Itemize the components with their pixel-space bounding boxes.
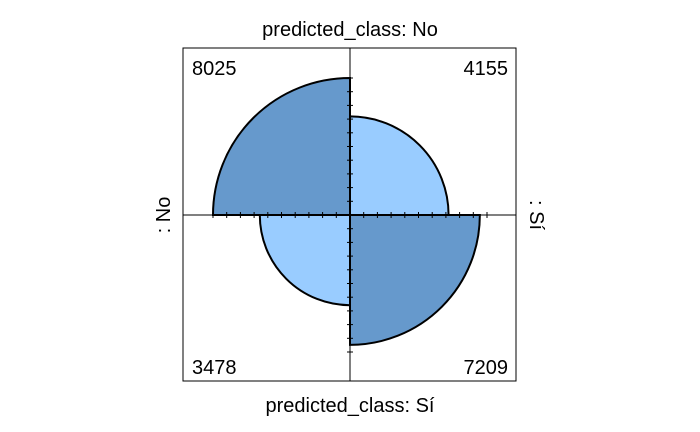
- quadrant-sectors: [211, 76, 481, 346]
- top-label: predicted_class: No: [262, 19, 438, 41]
- left-label: : No: [153, 197, 175, 234]
- count-bottom-right: 7209: [464, 357, 509, 379]
- sector-bottom-left: [258, 214, 351, 307]
- count-top-right: 4155: [464, 58, 509, 80]
- sector-bottom-right: [349, 214, 481, 346]
- right-label: : Sí: [525, 200, 547, 230]
- count-bottom-left: 3478: [192, 357, 237, 379]
- sector-top-left: [211, 76, 351, 216]
- center-axes: [183, 48, 516, 381]
- sector-top-right: [349, 115, 450, 216]
- count-top-left: 8025: [192, 58, 237, 80]
- bottom-label: predicted_class: Sí: [266, 395, 435, 417]
